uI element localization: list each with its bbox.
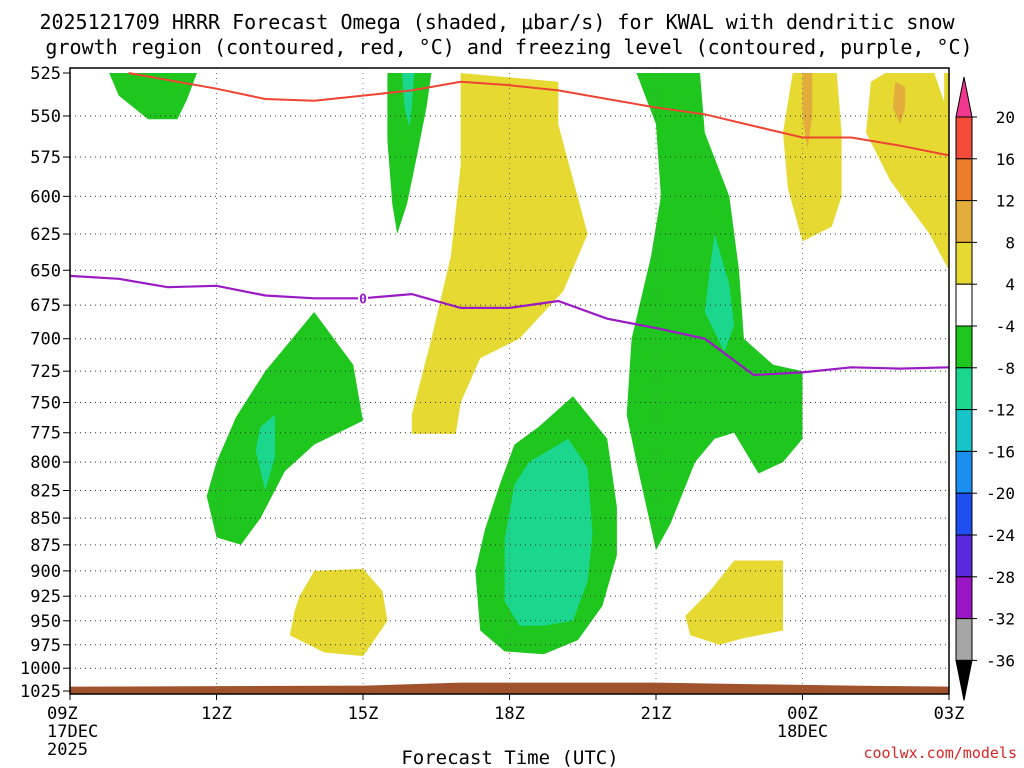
- y-tick-label-700: 700: [30, 330, 61, 350]
- x-axis-title: Forecast Time (UTC): [401, 747, 618, 768]
- y-tick-label-1025: 1025: [20, 682, 61, 702]
- omega-region-orange-upper-right-b: [892, 81, 906, 125]
- colorbar-label-4: 4: [1005, 275, 1015, 294]
- chart-title-line2: growth region (contoured, red, °C) and f…: [45, 35, 972, 59]
- colorbar-label-16: 16: [996, 150, 1015, 169]
- colorbar-bottom-arrow: [955, 659, 973, 701]
- freezing-level-contour: [69, 274, 950, 377]
- x-tick-label-15Z: 15Z: [348, 704, 379, 724]
- colorbar-box-7: [955, 367, 973, 411]
- chart-title-line1: 2025121709 HRRR Forecast Omega (shaded, …: [39, 10, 955, 34]
- colorbar-label--4: -4: [996, 317, 1015, 336]
- dendritic-growth-contour: [128, 72, 950, 157]
- colorbar-label--36: -36: [986, 651, 1015, 670]
- x-tick-label-18Z: 18Z: [494, 704, 525, 724]
- colorbar-label-12: 12: [996, 192, 1015, 211]
- x-tick-year-2025: 2025: [47, 740, 88, 760]
- omega-region-yellow-lower-left: [289, 568, 388, 657]
- colorbar-label--24: -24: [986, 526, 1015, 545]
- colorbar-box-11: [955, 534, 973, 578]
- colorbar-box-13: [955, 618, 973, 661]
- y-tick-label-825: 825: [30, 481, 61, 501]
- y-tick-label-950: 950: [30, 612, 61, 632]
- colorbar-box-8: [955, 409, 973, 452]
- y-tick-label-650: 650: [30, 261, 61, 281]
- credit-text: coolwx.com/models: [863, 744, 1017, 762]
- y-tick-label-800: 800: [30, 453, 61, 473]
- y-tick-label-850: 850: [30, 509, 61, 529]
- freezing-level-label: 0: [359, 292, 367, 307]
- omega-region-green-upper-mid: [387, 73, 432, 234]
- colorbar-label--8: -8: [996, 359, 1015, 378]
- y-tick-label-900: 900: [30, 562, 61, 582]
- y-tick-label-925: 925: [30, 587, 61, 607]
- y-tick-label-750: 750: [30, 393, 61, 413]
- colorbar-label--20: -20: [986, 484, 1015, 503]
- colorbar-box-10: [955, 492, 973, 536]
- colorbar-box-9: [955, 450, 973, 494]
- omega-region-teal-left-blob: [255, 414, 276, 491]
- y-axis: 525 550 575 600 625 650 675 700 725 750 775 800 825 8…: [20, 64, 70, 702]
- x-tick-label-09Z: 09Z: [47, 704, 78, 724]
- y-tick-label-1000: 1000: [20, 659, 61, 679]
- y-tick-label-625: 625: [30, 225, 61, 245]
- y-tick-label-875: 875: [30, 536, 61, 556]
- omega-region-teal-center-bottom: [504, 438, 593, 626]
- colorbar-box-3: [955, 200, 973, 243]
- colorbar-label--32: -32: [986, 610, 1015, 629]
- colorbar-box-4: [955, 241, 973, 285]
- omega-region-orange-upper-right-a: [802, 73, 813, 149]
- y-tick-label-600: 600: [30, 187, 61, 207]
- colorbar-label-20: 20: [996, 108, 1015, 127]
- x-tick-label-03Z: 03Z: [934, 704, 965, 724]
- colorbar-label-8: 8: [1005, 233, 1015, 252]
- y-tick-label-975: 975: [30, 636, 61, 656]
- omega-region-teal-upper-mid: [402, 73, 415, 128]
- y-tick-label-550: 550: [30, 107, 61, 127]
- omega-shaded-regions: [109, 73, 949, 657]
- freezing-level-label-bg: [358, 291, 368, 306]
- omega-region-yellow-right-edge: [944, 73, 949, 149]
- colorbar-box-1: [955, 116, 973, 160]
- x-tick-label-21Z: 21Z: [641, 704, 672, 724]
- omega-region-yellow-upper-mid: [411, 73, 588, 434]
- omega-region-yellow-lower-right: [685, 560, 783, 645]
- x-tick-label-12Z: 12Z: [201, 704, 232, 724]
- y-tick-label-525: 525: [30, 64, 61, 84]
- colorbar-label--16: -16: [986, 442, 1015, 461]
- colorbar-box-12: [955, 576, 973, 620]
- colorbar-box-5: [955, 283, 973, 327]
- omega-region-green-left-blob: [206, 312, 363, 545]
- y-tick-label-775: 775: [30, 424, 61, 444]
- colorbar-label--28: -28: [986, 568, 1015, 587]
- omega-region-yellow-upper-right-a: [783, 73, 842, 242]
- colorbar-label--12: -12: [986, 401, 1015, 420]
- omega-region-teal-right-band: [704, 234, 735, 352]
- omega-region-yellow-upper-right-b: [866, 73, 949, 271]
- x-tick-sublabel-18DEC: 18DEC: [777, 722, 828, 742]
- colorbar: 20 16 12 8 4 -4 -8 -12 -16 -20 -24 -28 -32 -36: [955, 76, 1015, 701]
- omega-region-green-upper-left: [109, 73, 197, 120]
- y-tick-label-575: 575: [30, 148, 61, 168]
- y-tick-label-725: 725: [30, 362, 61, 382]
- y-tick-label-675: 675: [30, 296, 61, 316]
- contour-lines: 0: [69, 72, 950, 377]
- x-tick-sublabel-17DEC: 17DEC: [47, 722, 98, 742]
- x-tick-label-00Z: 00Z: [787, 704, 818, 724]
- colorbar-box-6: [955, 325, 973, 369]
- colorbar-box-2: [955, 158, 973, 202]
